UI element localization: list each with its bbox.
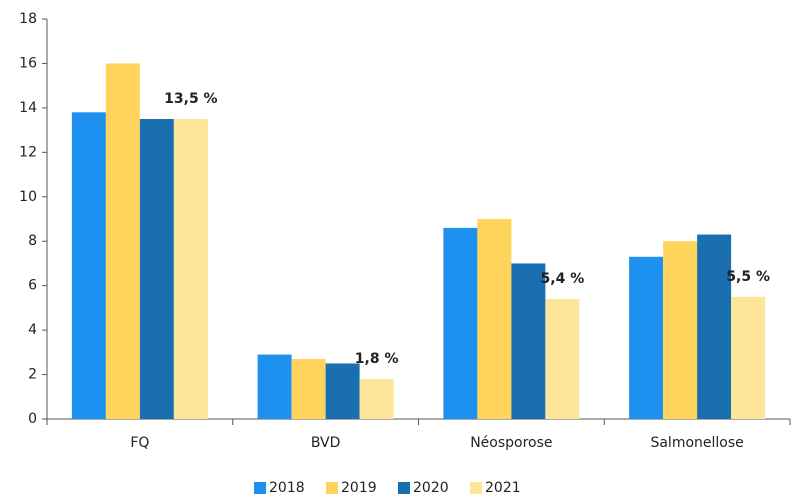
bar [511, 263, 546, 419]
y-tick-label: 12 [19, 144, 37, 160]
bar [697, 234, 732, 419]
y-tick-label: 4 [28, 322, 37, 338]
y-tick-label: 6 [28, 278, 37, 294]
x-tick-label: Néosporose [470, 435, 552, 451]
value-label: 1,8 % [355, 351, 399, 367]
bar [359, 379, 394, 419]
y-tick-label: 0 [28, 411, 37, 427]
y-tick-label: 8 [28, 233, 37, 249]
value-label: 13,5 % [164, 91, 217, 107]
x-tick-label: Salmonellose [650, 435, 743, 451]
y-tick-label: 14 [19, 100, 37, 116]
legend-label: 2019 [341, 480, 377, 496]
bar [663, 241, 698, 419]
bar [291, 359, 326, 419]
legend-swatch [398, 482, 410, 494]
value-label: 5,4 % [541, 271, 585, 287]
value-label: 5,5 % [726, 269, 770, 285]
legend-label: 2018 [269, 480, 305, 496]
bar [731, 296, 766, 419]
x-tick-label: FQ [130, 435, 149, 451]
bar [105, 63, 140, 419]
bar [257, 354, 292, 419]
bar [545, 299, 580, 419]
y-tick-label: 18 [19, 11, 37, 27]
bar [71, 112, 106, 419]
bar [325, 363, 360, 419]
legend-label: 2021 [485, 480, 521, 496]
legend-label: 2020 [413, 480, 449, 496]
y-tick-label: 2 [28, 367, 37, 383]
legend-swatch [470, 482, 482, 494]
y-tick-label: 10 [19, 189, 37, 205]
bar [629, 256, 664, 419]
x-tick-label: BVD [311, 435, 341, 451]
bar [443, 227, 478, 419]
bar [477, 219, 512, 419]
bar [173, 119, 208, 419]
legend-swatch [326, 482, 338, 494]
legend-swatch [254, 482, 266, 494]
y-tick-label: 16 [19, 55, 37, 71]
bar [139, 119, 174, 419]
